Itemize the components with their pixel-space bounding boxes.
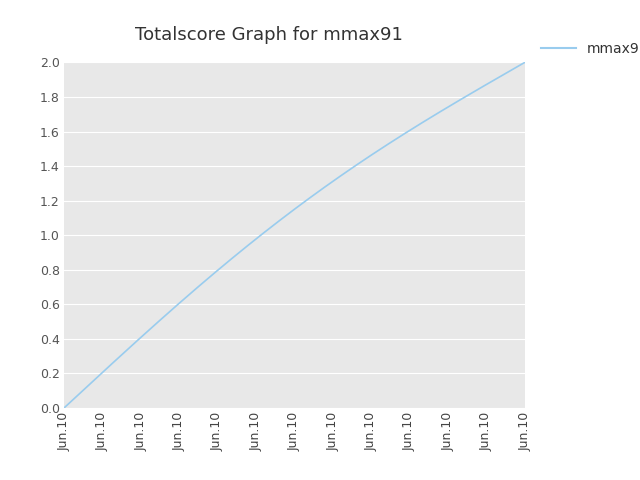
Text: Totalscore Graph for mmax91: Totalscore Graph for mmax91 [135,26,403,45]
mmax91 [521,60,529,65]
Line: mmax91: mmax91 [64,62,525,408]
mmax91 [510,66,518,72]
mmax91 [279,215,287,221]
mmax91 [310,192,317,198]
Legend: mmax91: mmax91 [541,42,640,56]
mmax91 [282,213,289,219]
mmax91 [335,175,342,180]
mmax91 [438,108,445,114]
mmax91 [60,405,68,411]
